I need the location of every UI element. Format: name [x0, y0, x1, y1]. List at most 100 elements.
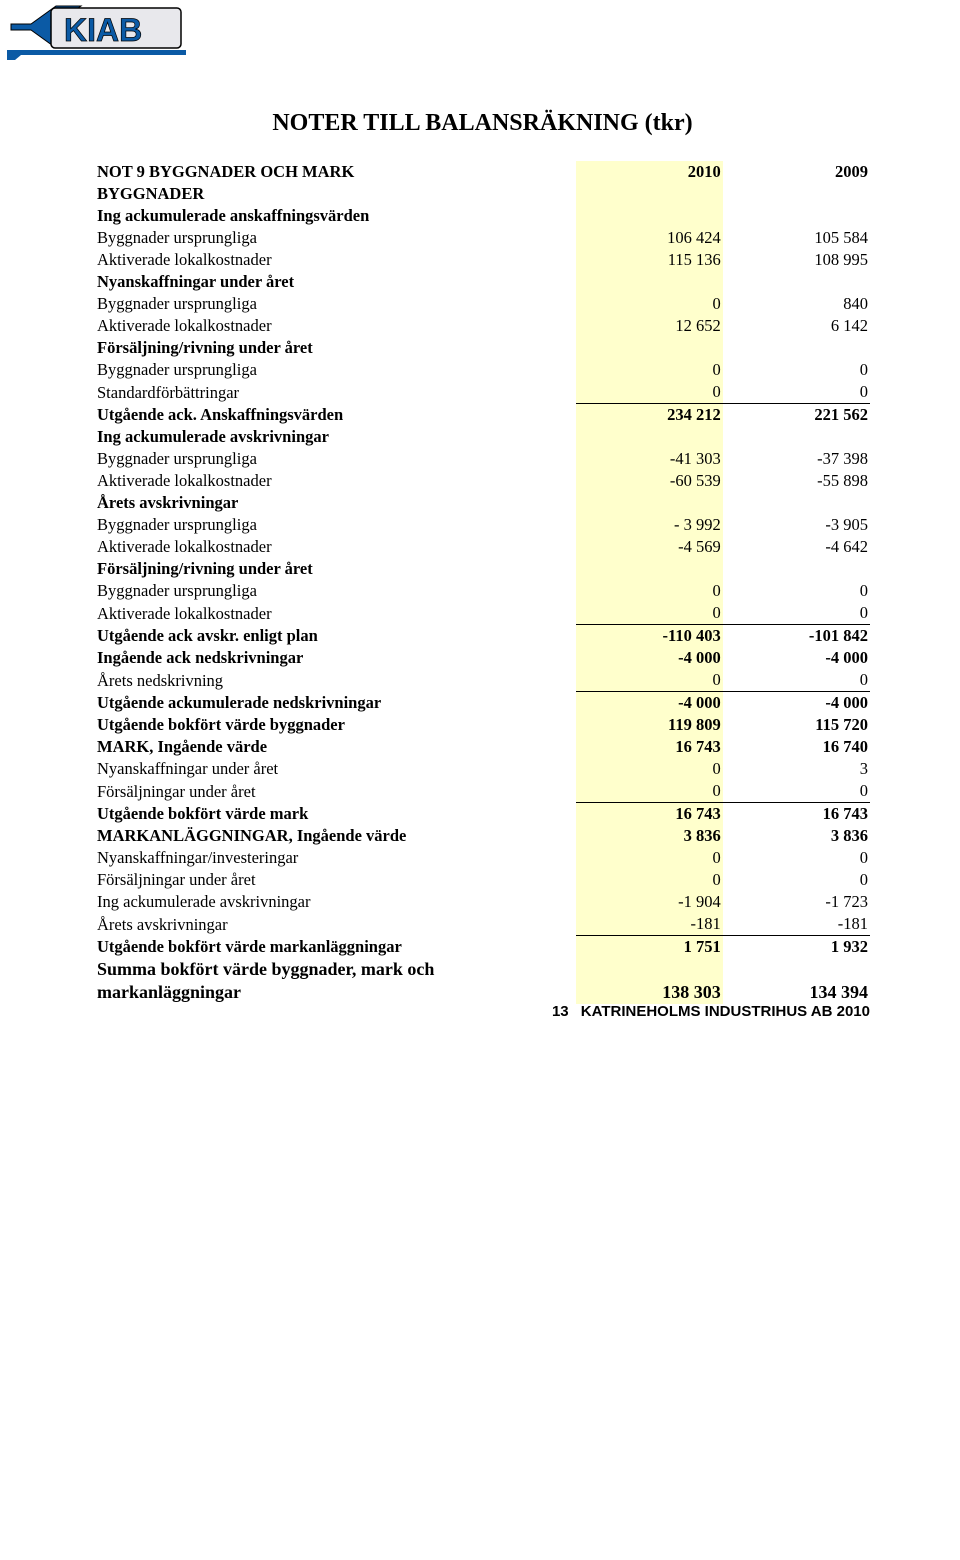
value-2010: 0: [576, 359, 723, 381]
row-label: Utgående bokfört värde markanläggningar: [95, 936, 576, 959]
value-2010: [576, 558, 723, 580]
page-title: NOTER TILL BALANSRÄKNING (tkr): [95, 110, 870, 137]
footer-text: KATRINEHOLMS INDUSTRIHUS AB 2010: [581, 1003, 870, 1020]
row-label: Byggnader ursprungliga: [95, 359, 576, 381]
logo: KIAB: [1, 2, 191, 70]
value-2010: [576, 271, 723, 293]
row-label: Årets nedskrivning: [95, 669, 576, 692]
row-label: Ing ackumulerade anskaffningsvärden: [95, 205, 576, 227]
value-2009: [723, 183, 870, 205]
value-2009: 16 743: [723, 803, 870, 826]
table-row: MARK, Ingående värde16 74316 740: [95, 736, 870, 758]
table-row: BYGGNADER: [95, 183, 870, 205]
table-row: markanläggningar138 303134 394: [95, 981, 870, 1004]
value-2009: 2009: [723, 161, 870, 183]
row-label: Utgående ack avskr. enligt plan: [95, 625, 576, 648]
value-2009: -181: [723, 913, 870, 936]
value-2009: 16 740: [723, 736, 870, 758]
table-row: Utgående bokfört värde byggnader119 8091…: [95, 714, 870, 736]
row-label: NOT 9 BYGGNADER OCH MARK: [95, 161, 576, 183]
row-label: Utgående bokfört värde byggnader: [95, 714, 576, 736]
value-2009: 221 562: [723, 404, 870, 427]
table-row: Summa bokfört värde byggnader, mark och: [95, 958, 870, 981]
value-2010: [576, 958, 723, 981]
value-2010: -60 539: [576, 470, 723, 492]
value-2010: 106 424: [576, 227, 723, 249]
row-label: MARKANLÄGGNINGAR, Ingående värde: [95, 825, 576, 847]
value-2010: 0: [576, 758, 723, 780]
value-2010: 138 303: [576, 981, 723, 1004]
table-row: Byggnader ursprungliga00: [95, 580, 870, 602]
table-row: Aktiverade lokalkostnader00: [95, 602, 870, 625]
value-2009: -101 842: [723, 625, 870, 648]
value-2009: [723, 492, 870, 514]
table-row: Utgående bokfört värde mark16 74316 743: [95, 803, 870, 826]
table-row: NOT 9 BYGGNADER OCH MARK20102009: [95, 161, 870, 183]
value-2009: 0: [723, 359, 870, 381]
value-2009: -4 000: [723, 692, 870, 715]
value-2009: [723, 271, 870, 293]
table-row: Försäljning/rivning under året: [95, 337, 870, 359]
table-row: Byggnader ursprungliga- 3 992-3 905: [95, 514, 870, 536]
value-2010: 119 809: [576, 714, 723, 736]
table-row: Standardförbättringar00: [95, 381, 870, 404]
value-2010: -41 303: [576, 448, 723, 470]
value-2010: 0: [576, 381, 723, 404]
row-label: Byggnader ursprungliga: [95, 448, 576, 470]
row-label: Försäljningar under året: [95, 869, 576, 891]
table-row: Nyanskaffningar/investeringar00: [95, 847, 870, 869]
value-2010: [576, 183, 723, 205]
value-2009: 105 584: [723, 227, 870, 249]
value-2010: 1 751: [576, 936, 723, 959]
value-2010: 3 836: [576, 825, 723, 847]
row-label: BYGGNADER: [95, 183, 576, 205]
table-row: Årets avskrivningar-181-181: [95, 913, 870, 936]
value-2010: 2010: [576, 161, 723, 183]
value-2009: 840: [723, 293, 870, 315]
table-row: Årets avskrivningar: [95, 492, 870, 514]
table-row: Byggnader ursprungliga00: [95, 359, 870, 381]
row-label: Försäljning/rivning under året: [95, 558, 576, 580]
value-2009: 108 995: [723, 249, 870, 271]
value-2009: -1 723: [723, 891, 870, 913]
table-row: Aktiverade lokalkostnader115 136108 995: [95, 249, 870, 271]
value-2009: [723, 205, 870, 227]
value-2010: -1 904: [576, 891, 723, 913]
table-row: Utgående bokfört värde markanläggningar1…: [95, 936, 870, 959]
row-label: Aktiverade lokalkostnader: [95, 536, 576, 558]
row-label: Ingående ack nedskrivningar: [95, 647, 576, 669]
table-row: Utgående ack. Anskaffningsvärden234 2122…: [95, 404, 870, 427]
table-row: Försäljning/rivning under året: [95, 558, 870, 580]
value-2010: -4 000: [576, 647, 723, 669]
value-2009: [723, 558, 870, 580]
row-label: Ing ackumulerade avskrivningar: [95, 426, 576, 448]
value-2010: 0: [576, 293, 723, 315]
row-label: Försäljning/rivning under året: [95, 337, 576, 359]
value-2009: -3 905: [723, 514, 870, 536]
value-2009: 3: [723, 758, 870, 780]
value-2009: -55 898: [723, 470, 870, 492]
row-label: Utgående ack. Anskaffningsvärden: [95, 404, 576, 427]
table-row: Årets nedskrivning00: [95, 669, 870, 692]
row-label: Aktiverade lokalkostnader: [95, 315, 576, 337]
table-row: Ingående ack nedskrivningar-4 000-4 000: [95, 647, 870, 669]
table-row: Byggnader ursprungliga106 424105 584: [95, 227, 870, 249]
row-label: markanläggningar: [95, 981, 576, 1004]
table-row: Ing ackumulerade avskrivningar: [95, 426, 870, 448]
row-label: Försäljningar under året: [95, 780, 576, 803]
row-label: Årets avskrivningar: [95, 913, 576, 936]
value-2009: 0: [723, 580, 870, 602]
row-label: Byggnader ursprungliga: [95, 514, 576, 536]
table-row: Utgående ackumulerade nedskrivningar-4 0…: [95, 692, 870, 715]
table-row: Nyanskaffningar under året03: [95, 758, 870, 780]
value-2009: 1 932: [723, 936, 870, 959]
value-2009: 0: [723, 780, 870, 803]
table-row: Utgående ack avskr. enligt plan-110 403-…: [95, 625, 870, 648]
row-label: MARK, Ingående värde: [95, 736, 576, 758]
row-label: Aktiverade lokalkostnader: [95, 249, 576, 271]
financial-table: NOT 9 BYGGNADER OCH MARK20102009BYGGNADE…: [95, 161, 870, 1004]
page-number: 13: [552, 1003, 569, 1020]
table-row: Aktiverade lokalkostnader12 6526 142: [95, 315, 870, 337]
value-2010: -110 403: [576, 625, 723, 648]
value-2009: 134 394: [723, 981, 870, 1004]
